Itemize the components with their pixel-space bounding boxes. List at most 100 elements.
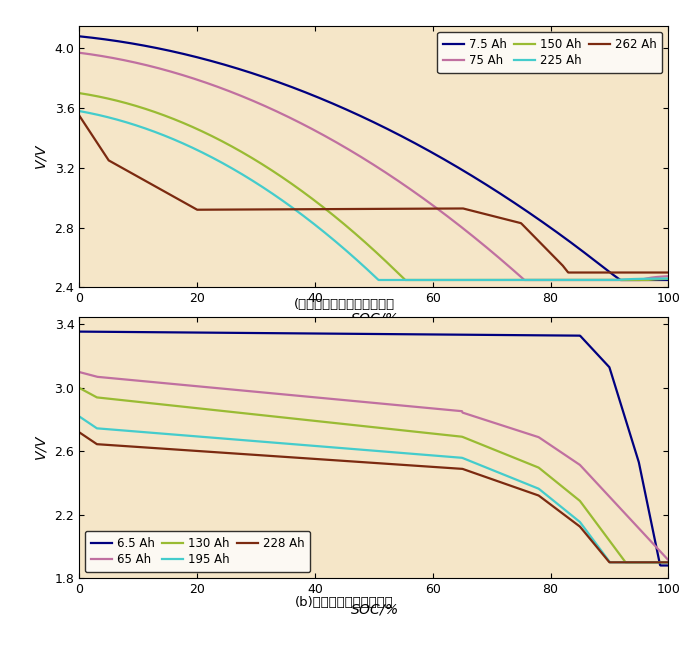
6.5 Ah	[335, 330, 343, 338]
7.5 Ah	[545, 223, 553, 231]
6.5 Ah	[135, 328, 143, 336]
Line: 262 Ah: 262 Ah	[79, 116, 668, 273]
150 Ah	[75, 89, 83, 97]
Line: 65 Ah: 65 Ah	[79, 372, 668, 560]
195 Ah	[535, 484, 543, 492]
150 Ah	[546, 276, 554, 284]
7.5 Ah	[75, 32, 83, 40]
130 Ah	[545, 472, 553, 480]
228 Ah	[75, 428, 83, 436]
Line: 75 Ah: 75 Ah	[79, 53, 668, 280]
75 Ah	[546, 276, 554, 284]
262 Ah	[564, 269, 573, 276]
65 Ah	[480, 415, 488, 423]
228 Ah	[535, 492, 543, 499]
262 Ah	[480, 210, 488, 218]
7.5 Ah	[313, 93, 322, 101]
Legend: 7.5 Ah, 75 Ah, 150 Ah, 225 Ah, 262 Ah: 7.5 Ah, 75 Ah, 150 Ah, 225 Ah, 262 Ah	[438, 32, 662, 73]
130 Ah	[135, 398, 143, 406]
195 Ah	[335, 444, 343, 452]
7.5 Ah	[480, 179, 488, 187]
195 Ah	[606, 558, 614, 566]
75 Ah	[75, 49, 83, 57]
Y-axis label: $V$/V: $V$/V	[34, 143, 49, 170]
225 Ah	[664, 275, 672, 282]
65 Ah	[313, 393, 322, 401]
130 Ah	[75, 384, 83, 391]
X-axis label: $SOC$/%: $SOC$/%	[350, 601, 398, 616]
Line: 7.5 Ah: 7.5 Ah	[79, 36, 668, 280]
228 Ah	[480, 472, 488, 480]
65 Ah	[135, 377, 143, 384]
225 Ah	[375, 276, 383, 284]
150 Ah	[335, 216, 343, 224]
7.5 Ah	[617, 276, 625, 284]
130 Ah	[480, 442, 488, 450]
262 Ah	[135, 174, 143, 182]
75 Ah	[135, 59, 143, 67]
228 Ah	[545, 499, 553, 507]
Line: 225 Ah: 225 Ah	[79, 111, 668, 280]
262 Ah	[75, 112, 83, 120]
225 Ah	[480, 276, 489, 284]
262 Ah	[335, 205, 343, 213]
130 Ah	[335, 419, 343, 427]
225 Ah	[535, 276, 544, 284]
Text: (ａ）三元材料电池放电曲线: (ａ）三元材料电池放电曲线	[294, 298, 395, 311]
X-axis label: $SOC$/%: $SOC$/%	[350, 311, 398, 326]
195 Ah	[545, 494, 553, 501]
Line: 130 Ah: 130 Ah	[79, 388, 668, 562]
225 Ah	[135, 123, 143, 130]
7.5 Ah	[664, 276, 672, 284]
6.5 Ah	[657, 561, 665, 569]
195 Ah	[480, 463, 488, 470]
150 Ah	[664, 275, 672, 283]
262 Ah	[664, 269, 672, 276]
75 Ah	[520, 276, 528, 284]
75 Ah	[535, 276, 544, 284]
225 Ah	[546, 276, 554, 284]
7.5 Ah	[335, 102, 343, 110]
225 Ah	[313, 223, 322, 231]
262 Ah	[545, 248, 553, 256]
150 Ah	[480, 276, 489, 284]
Line: 228 Ah: 228 Ah	[79, 432, 668, 562]
150 Ah	[535, 276, 544, 284]
130 Ah	[535, 464, 543, 472]
195 Ah	[135, 428, 143, 435]
Line: 6.5 Ah: 6.5 Ah	[79, 331, 668, 565]
130 Ah	[313, 417, 322, 425]
75 Ah	[664, 273, 672, 280]
150 Ah	[401, 276, 409, 284]
6.5 Ah	[313, 329, 322, 337]
Y-axis label: $V$/V: $V$/V	[34, 434, 49, 461]
262 Ah	[313, 205, 322, 213]
130 Ah	[664, 558, 672, 566]
195 Ah	[75, 413, 83, 421]
228 Ah	[606, 558, 614, 566]
7.5 Ah	[135, 41, 143, 48]
6.5 Ah	[664, 561, 672, 569]
65 Ah	[545, 441, 553, 448]
65 Ah	[664, 556, 672, 564]
6.5 Ah	[75, 328, 83, 335]
150 Ah	[313, 199, 322, 207]
262 Ah	[535, 237, 543, 245]
7.5 Ah	[535, 215, 543, 223]
150 Ah	[135, 103, 143, 111]
Line: 150 Ah: 150 Ah	[79, 93, 668, 280]
Legend: 6.5 Ah, 65 Ah, 130 Ah, 195 Ah, 228 Ah: 6.5 Ah, 65 Ah, 130 Ah, 195 Ah, 228 Ah	[85, 531, 310, 572]
6.5 Ah	[535, 331, 543, 339]
225 Ah	[75, 107, 83, 115]
228 Ah	[664, 558, 672, 566]
6.5 Ah	[545, 331, 553, 339]
130 Ah	[621, 558, 630, 566]
Line: 195 Ah: 195 Ah	[79, 417, 668, 562]
75 Ah	[480, 241, 488, 249]
75 Ah	[313, 128, 322, 136]
6.5 Ah	[480, 331, 488, 339]
225 Ah	[335, 240, 343, 248]
65 Ah	[75, 368, 83, 376]
195 Ah	[664, 558, 672, 566]
65 Ah	[335, 396, 343, 404]
